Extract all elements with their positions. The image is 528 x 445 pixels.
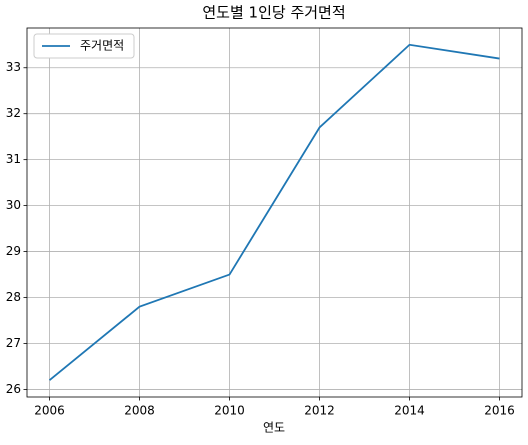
y-tick-label: 27: [6, 336, 21, 350]
x-tick-label: 2016: [484, 404, 515, 418]
y-tick-label: 28: [6, 290, 21, 304]
y-tick-label: 33: [6, 60, 21, 74]
legend-label: 주거면적: [80, 39, 124, 53]
x-axis-label: 연도: [263, 421, 285, 435]
x-tick-label: 2014: [394, 404, 425, 418]
chart-title: 연도별 1인당 주거면적: [202, 4, 345, 22]
plot-frame: [26, 27, 523, 398]
y-tick-label: 32: [6, 106, 21, 120]
data-line: [48, 43, 500, 381]
y-tick-label: 29: [6, 244, 21, 258]
y-tick-label: 26: [6, 382, 21, 396]
legend-box: [33, 33, 135, 59]
x-tick-label: 2012: [304, 404, 335, 418]
y-tick-label: 30: [6, 198, 21, 212]
x-tick-label: 2010: [214, 404, 245, 418]
y-tick-label: 31: [6, 152, 21, 166]
x-tick-label: 2006: [34, 404, 65, 418]
x-tick-label: 2008: [124, 404, 155, 418]
